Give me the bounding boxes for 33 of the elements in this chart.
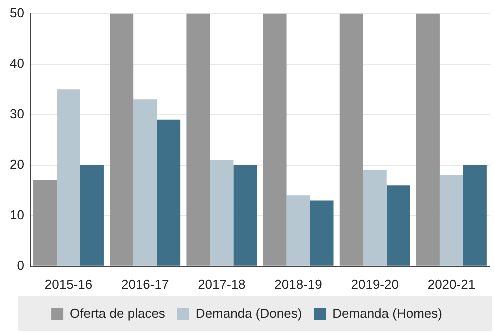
bar — [110, 14, 134, 266]
x-tick-label: 2018-19 — [274, 276, 322, 292]
bar — [416, 14, 440, 266]
bar — [386, 186, 410, 266]
legend-label: Demanda (Dones) — [196, 306, 302, 322]
y-tick-label: 0 — [17, 258, 24, 273]
bar — [134, 100, 158, 266]
bar — [210, 160, 234, 266]
y-tick-label: 30 — [10, 106, 24, 122]
legend-label: Oferta de places — [70, 306, 166, 322]
x-tick-label: 2017-18 — [198, 276, 246, 292]
x-tick-label: 2020-21 — [428, 276, 476, 292]
x-tick-label: 2019-20 — [351, 276, 399, 292]
y-tick-label: 40 — [10, 56, 24, 71]
bar — [286, 196, 310, 266]
legend-label: Demanda (Homes) — [332, 306, 442, 322]
bar — [463, 165, 487, 266]
x-tick-label: 2016-17 — [121, 276, 170, 292]
y-tick-label: 20 — [10, 156, 24, 172]
bar — [440, 175, 464, 266]
bar — [186, 14, 210, 266]
bar — [263, 14, 287, 266]
y-tick-label: 10 — [10, 207, 24, 222]
bar — [310, 200, 334, 266]
x-tick-label: 2015-16 — [44, 276, 93, 292]
bar — [34, 180, 58, 266]
bar — [80, 165, 104, 266]
bar — [157, 120, 181, 266]
bar — [57, 90, 80, 266]
bar — [340, 14, 364, 266]
y-tick-label: 50 — [10, 5, 24, 20]
bar — [234, 165, 258, 266]
bar — [363, 170, 387, 266]
